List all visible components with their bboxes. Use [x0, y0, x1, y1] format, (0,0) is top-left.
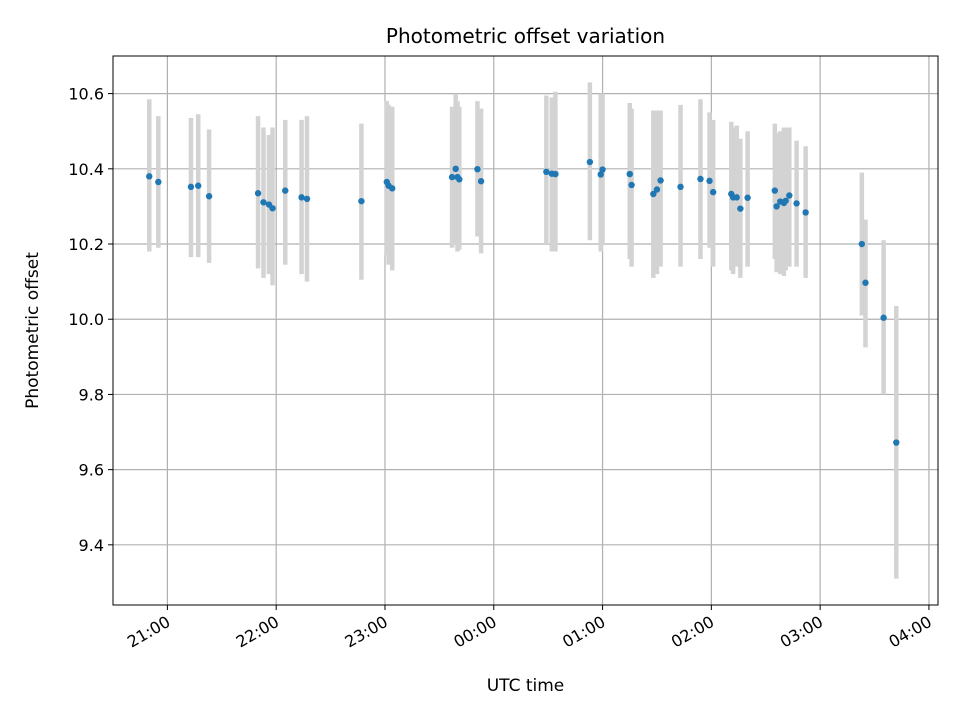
chart-title: Photometric offset variation — [386, 24, 665, 48]
data-points — [146, 158, 900, 446]
data-point — [358, 197, 365, 205]
data-point — [195, 182, 202, 189]
y-tick-label: 9.4 — [79, 536, 104, 555]
data-point — [737, 205, 744, 212]
data-point — [862, 279, 869, 286]
data-point — [477, 178, 485, 185]
data-point — [474, 165, 481, 173]
data-point — [650, 190, 657, 198]
data-point — [653, 186, 661, 193]
data-point — [452, 165, 459, 173]
data-point — [552, 170, 559, 178]
data-point — [543, 168, 550, 176]
data-point — [626, 170, 633, 178]
data-point — [205, 193, 213, 200]
data-point — [586, 158, 594, 166]
y-tick-label: 10.6 — [68, 85, 104, 104]
data-point — [599, 166, 606, 173]
data-point — [709, 188, 717, 196]
data-point — [893, 439, 900, 446]
data-point — [880, 314, 887, 321]
data-point — [744, 194, 751, 201]
data-point — [706, 177, 713, 185]
data-point — [677, 183, 684, 191]
data-point — [260, 199, 267, 206]
data-point — [858, 240, 866, 248]
y-tick-label: 10.4 — [68, 160, 104, 179]
data-point — [456, 176, 463, 183]
data-point — [771, 187, 779, 194]
data-point — [657, 177, 664, 184]
y-tick-label: 10.0 — [68, 310, 104, 329]
data-point — [802, 209, 809, 216]
data-point — [697, 175, 704, 183]
plot-area — [112, 55, 939, 606]
data-point — [733, 194, 740, 201]
data-point — [298, 194, 305, 201]
data-point — [782, 197, 789, 204]
y-axis-label: Photometric offset — [23, 252, 43, 409]
data-point — [448, 173, 456, 181]
data-point — [793, 200, 800, 207]
y-tick-label: 9.8 — [79, 385, 104, 404]
data-point — [628, 181, 635, 189]
data-point — [155, 178, 162, 186]
x-axis-label: UTC time — [487, 676, 565, 696]
y-tick-label: 10.2 — [68, 235, 104, 254]
data-point — [146, 173, 153, 180]
data-point — [254, 190, 262, 197]
data-point — [269, 205, 276, 212]
y-tick-label: 9.6 — [79, 461, 104, 480]
data-point — [282, 187, 289, 194]
data-point — [786, 192, 793, 199]
data-point — [773, 203, 780, 210]
data-point — [303, 195, 311, 203]
data-point — [187, 183, 195, 191]
data-point — [389, 185, 396, 192]
y-axis-ticks: 9.4 9.6 9.8 10.0 10.2 10.4 10.6 — [68, 85, 113, 555]
data-point — [597, 171, 604, 178]
